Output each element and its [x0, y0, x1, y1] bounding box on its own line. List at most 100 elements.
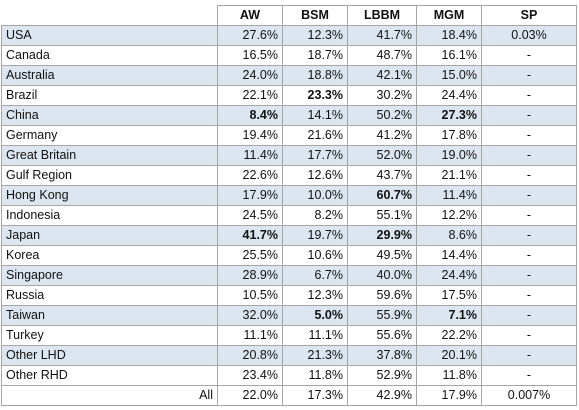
- cell-bsm[interactable]: 14.1%: [282, 105, 348, 126]
- row-label-cell[interactable]: Taiwan: [1, 305, 218, 326]
- total-cell-bsm[interactable]: 17.3%: [282, 385, 348, 406]
- cell-lbbm[interactable]: 59.6%: [347, 285, 417, 306]
- cell-aw[interactable]: 11.4%: [217, 145, 283, 166]
- cell-sp[interactable]: -: [481, 85, 577, 106]
- cell-bsm[interactable]: 11.1%: [282, 325, 348, 346]
- cell-sp[interactable]: -: [481, 165, 577, 186]
- cell-sp[interactable]: -: [481, 345, 577, 366]
- row-label-cell[interactable]: China: [1, 105, 218, 126]
- cell-aw[interactable]: 27.6%: [217, 25, 283, 46]
- cell-lbbm[interactable]: 49.5%: [347, 245, 417, 266]
- cell-lbbm[interactable]: 43.7%: [347, 165, 417, 186]
- cell-sp[interactable]: -: [481, 105, 577, 126]
- cell-sp[interactable]: -: [481, 365, 577, 386]
- cell-mgm[interactable]: 7.1%: [416, 305, 482, 326]
- row-label-cell[interactable]: Hong Kong: [1, 185, 218, 206]
- cell-aw[interactable]: 41.7%: [217, 225, 283, 246]
- cell-mgm[interactable]: 15.0%: [416, 65, 482, 86]
- cell-mgm[interactable]: 21.1%: [416, 165, 482, 186]
- cell-lbbm[interactable]: 52.0%: [347, 145, 417, 166]
- cell-lbbm[interactable]: 60.7%: [347, 185, 417, 206]
- cell-bsm[interactable]: 11.8%: [282, 365, 348, 386]
- column-header-mgm[interactable]: MGM: [416, 5, 482, 26]
- cell-bsm[interactable]: 23.3%: [282, 85, 348, 106]
- cell-aw[interactable]: 25.5%: [217, 245, 283, 266]
- cell-aw[interactable]: 16.5%: [217, 45, 283, 66]
- cell-sp[interactable]: -: [481, 265, 577, 286]
- cell-sp[interactable]: -: [481, 145, 577, 166]
- cell-aw[interactable]: 17.9%: [217, 185, 283, 206]
- cell-sp[interactable]: -: [481, 225, 577, 246]
- column-header-lbbm[interactable]: LBBM: [347, 5, 417, 26]
- cell-bsm[interactable]: 12.3%: [282, 285, 348, 306]
- row-label-cell[interactable]: Indonesia: [1, 205, 218, 226]
- total-cell-lbbm[interactable]: 42.9%: [347, 385, 417, 406]
- cell-mgm[interactable]: 22.2%: [416, 325, 482, 346]
- cell-sp[interactable]: -: [481, 65, 577, 86]
- cell-bsm[interactable]: 17.7%: [282, 145, 348, 166]
- cell-sp[interactable]: -: [481, 185, 577, 206]
- cell-aw[interactable]: 22.1%: [217, 85, 283, 106]
- cell-lbbm[interactable]: 41.7%: [347, 25, 417, 46]
- cell-aw[interactable]: 22.6%: [217, 165, 283, 186]
- total-cell-mgm[interactable]: 17.9%: [416, 385, 482, 406]
- cell-aw[interactable]: 11.1%: [217, 325, 283, 346]
- cell-lbbm[interactable]: 40.0%: [347, 265, 417, 286]
- cell-aw[interactable]: 8.4%: [217, 105, 283, 126]
- column-header-aw[interactable]: AW: [217, 5, 283, 26]
- cell-mgm[interactable]: 18.4%: [416, 25, 482, 46]
- cell-bsm[interactable]: 18.8%: [282, 65, 348, 86]
- cell-bsm[interactable]: 6.7%: [282, 265, 348, 286]
- cell-bsm[interactable]: 21.6%: [282, 125, 348, 146]
- cell-lbbm[interactable]: 42.1%: [347, 65, 417, 86]
- cell-sp[interactable]: -: [481, 285, 577, 306]
- cell-bsm[interactable]: 5.0%: [282, 305, 348, 326]
- cell-sp[interactable]: -: [481, 305, 577, 326]
- cell-mgm[interactable]: 12.2%: [416, 205, 482, 226]
- cell-lbbm[interactable]: 29.9%: [347, 225, 417, 246]
- cell-bsm[interactable]: 10.6%: [282, 245, 348, 266]
- cell-aw[interactable]: 32.0%: [217, 305, 283, 326]
- cell-sp[interactable]: -: [481, 125, 577, 146]
- total-label-cell[interactable]: All: [1, 385, 218, 406]
- cell-aw[interactable]: 19.4%: [217, 125, 283, 146]
- cell-mgm[interactable]: 19.0%: [416, 145, 482, 166]
- cell-bsm[interactable]: 10.0%: [282, 185, 348, 206]
- row-label-cell[interactable]: Brazil: [1, 85, 218, 106]
- cell-mgm[interactable]: 20.1%: [416, 345, 482, 366]
- cell-bsm[interactable]: 18.7%: [282, 45, 348, 66]
- row-label-cell[interactable]: USA: [1, 25, 218, 46]
- cell-sp[interactable]: -: [481, 245, 577, 266]
- total-cell-aw[interactable]: 22.0%: [217, 385, 283, 406]
- cell-aw[interactable]: 20.8%: [217, 345, 283, 366]
- column-header-sp[interactable]: SP: [481, 5, 577, 26]
- cell-lbbm[interactable]: 55.6%: [347, 325, 417, 346]
- cell-mgm[interactable]: 27.3%: [416, 105, 482, 126]
- cell-lbbm[interactable]: 41.2%: [347, 125, 417, 146]
- row-label-cell[interactable]: Canada: [1, 45, 218, 66]
- cell-mgm[interactable]: 16.1%: [416, 45, 482, 66]
- row-label-cell[interactable]: Korea: [1, 245, 218, 266]
- cell-lbbm[interactable]: 55.9%: [347, 305, 417, 326]
- row-label-cell[interactable]: Singapore: [1, 265, 218, 286]
- cell-mgm[interactable]: 14.4%: [416, 245, 482, 266]
- row-label-cell[interactable]: Germany: [1, 125, 218, 146]
- cell-sp[interactable]: 0.03%: [481, 25, 577, 46]
- total-cell-sp[interactable]: 0.007%: [481, 385, 577, 406]
- cell-lbbm[interactable]: 52.9%: [347, 365, 417, 386]
- cell-sp[interactable]: -: [481, 45, 577, 66]
- cell-mgm[interactable]: 8.6%: [416, 225, 482, 246]
- cell-aw[interactable]: 24.5%: [217, 205, 283, 226]
- cell-lbbm[interactable]: 48.7%: [347, 45, 417, 66]
- cell-mgm[interactable]: 11.4%: [416, 185, 482, 206]
- cell-lbbm[interactable]: 37.8%: [347, 345, 417, 366]
- column-header-bsm[interactable]: BSM: [282, 5, 348, 26]
- cell-bsm[interactable]: 21.3%: [282, 345, 348, 366]
- cell-sp[interactable]: -: [481, 205, 577, 226]
- cell-mgm[interactable]: 24.4%: [416, 265, 482, 286]
- row-label-cell[interactable]: Japan: [1, 225, 218, 246]
- cell-aw[interactable]: 10.5%: [217, 285, 283, 306]
- cell-bsm[interactable]: 8.2%: [282, 205, 348, 226]
- row-label-cell[interactable]: Gulf Region: [1, 165, 218, 186]
- row-label-cell[interactable]: Russia: [1, 285, 218, 306]
